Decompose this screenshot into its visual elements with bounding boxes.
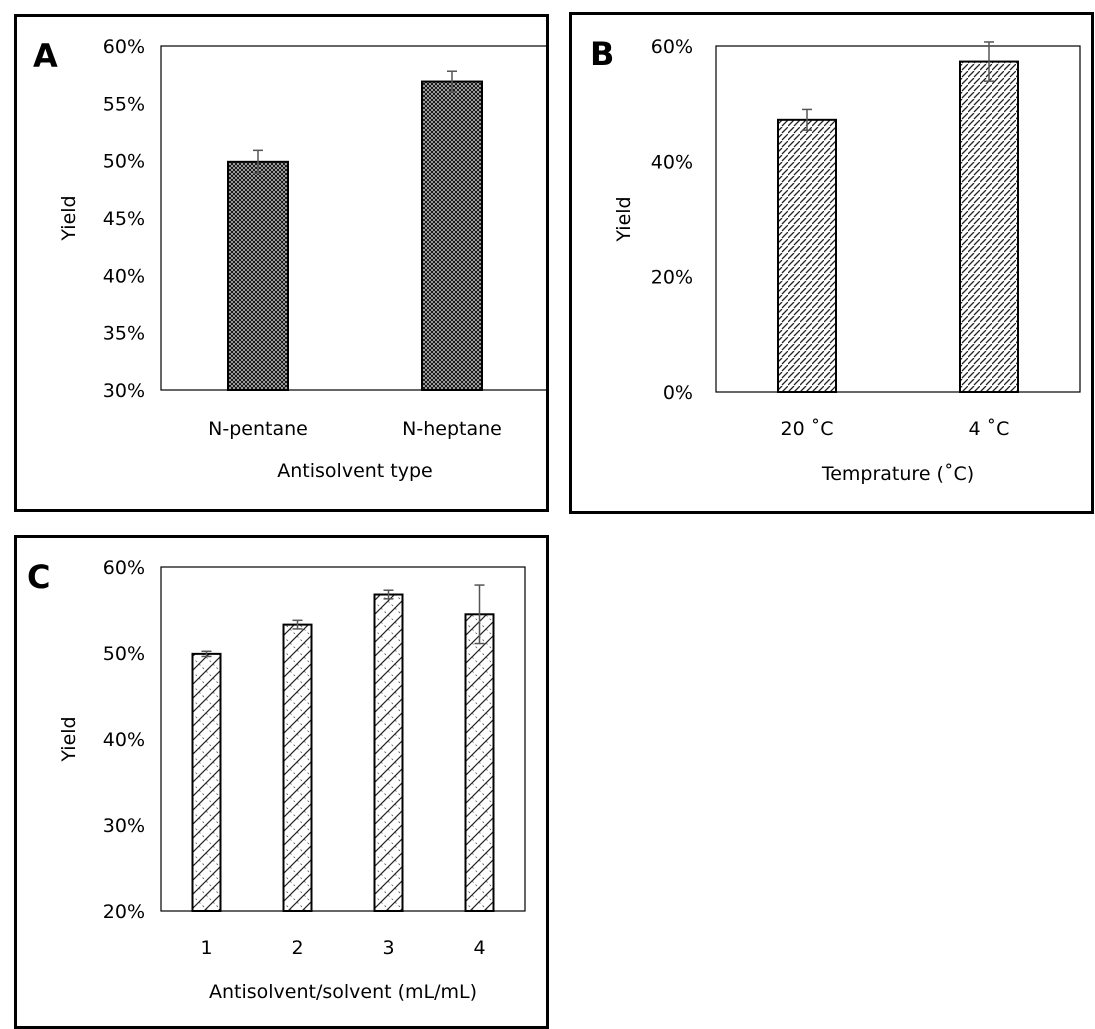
chart-panel-c: C 20% 30% 40% 50% 60% Yield 1 2 3 4 Antisolvent/sol… xyxy=(14,535,549,1029)
y-tick-label: 60% xyxy=(103,36,145,58)
x-axis-title: Antisolvent type xyxy=(277,460,432,482)
plot-area-frame xyxy=(160,566,526,912)
y-tick-label: 30% xyxy=(103,380,145,402)
bar xyxy=(227,160,289,391)
y-tick-label: 60% xyxy=(651,36,693,58)
y-tick-label: 60% xyxy=(103,557,145,579)
y-axis-title: Yield xyxy=(58,195,80,241)
bar xyxy=(777,118,837,394)
panel-letter: B xyxy=(590,35,614,73)
y-tick-label: 50% xyxy=(103,151,145,173)
y-tick-label: 40% xyxy=(103,265,145,287)
x-tick-label: 3 xyxy=(382,937,394,959)
chart-panel-b: B 0% 20% 40% 60% Yield 20 ˚C 4 ˚C Temprature (˚C… xyxy=(569,12,1094,514)
y-axis-title: Yield xyxy=(58,716,80,762)
y-tick-label: 55% xyxy=(103,93,145,115)
y-tick-label: 20% xyxy=(103,901,145,923)
bar xyxy=(959,60,1019,393)
chart-a-svg: A 30% 35% 40% 45% 50% 55% 60% Yield N-pentane N-he… xyxy=(33,36,546,482)
x-tick-label: N-heptane xyxy=(402,418,502,440)
y-tick-label: 45% xyxy=(103,208,145,230)
x-tick-label: 20 ˚C xyxy=(781,418,834,440)
y-tick-label: 20% xyxy=(651,267,693,289)
x-tick-label: 1 xyxy=(200,937,212,959)
y-axis-title: Yield xyxy=(613,196,635,242)
y-tick-label: 40% xyxy=(103,729,145,751)
y-tick-label: 50% xyxy=(103,643,145,665)
bar xyxy=(373,593,404,913)
panel-letter: A xyxy=(33,37,58,75)
chart-b-svg: B 0% 20% 40% 60% Yield 20 ˚C 4 ˚C Temprature (˚C… xyxy=(590,35,1081,485)
panel-letter: C xyxy=(27,558,50,596)
bar xyxy=(421,80,483,392)
plot-area-frame xyxy=(715,45,1081,393)
x-tick-label: 4 ˚C xyxy=(969,418,1010,440)
y-tick-label: 0% xyxy=(663,382,693,404)
y-tick-label: 40% xyxy=(651,151,693,173)
chart-c-svg: C 20% 30% 40% 50% 60% Yield 1 2 3 4 Antisolvent/sol… xyxy=(27,557,526,1003)
x-tick-label: 4 xyxy=(473,937,485,959)
y-tick-label: 35% xyxy=(103,323,145,345)
bar xyxy=(464,613,495,913)
x-tick-label: N-pentane xyxy=(208,418,308,440)
bar xyxy=(282,623,313,913)
x-axis-title: Antisolvent/solvent (mL/mL) xyxy=(209,981,477,1003)
bar xyxy=(191,652,222,913)
plot-area-frame xyxy=(160,45,546,391)
chart-panel-a: A 30% 35% 40% 45% 50% 55% 60% Yield N-pentane N-he… xyxy=(14,14,549,512)
x-axis-title: Temprature (˚C) xyxy=(821,463,974,485)
x-tick-label: 2 xyxy=(291,937,303,959)
y-tick-label: 30% xyxy=(103,815,145,837)
